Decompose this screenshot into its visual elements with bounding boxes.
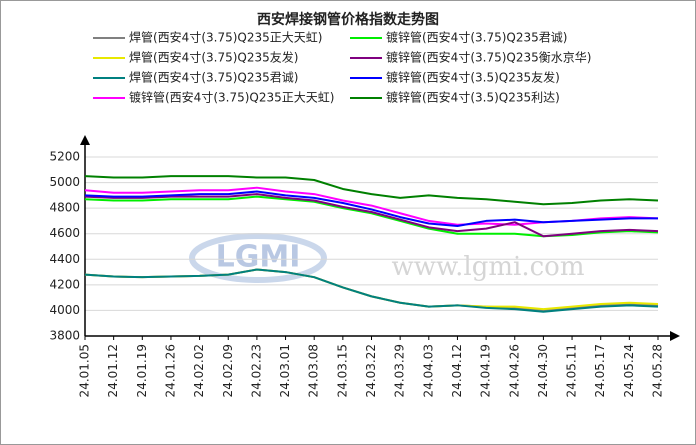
series-line <box>84 268 659 313</box>
x-tick-label: 24.04.26 <box>507 344 521 397</box>
chart-title: 西安焊接钢管价格指数走势图 <box>257 11 439 28</box>
x-tick-label: 24.03.29 <box>393 344 407 397</box>
y-tick-label: 4600 <box>49 226 80 240</box>
y-tick-label: 3800 <box>49 329 80 343</box>
x-tick-label: 24.04.03 <box>421 344 435 397</box>
x-tick-label: 24.05.11 <box>565 344 579 397</box>
x-tick-label: 24.03.15 <box>335 344 349 397</box>
x-tick-label: 24.04.12 <box>450 344 464 397</box>
x-tick-label: 24.01.26 <box>163 344 177 397</box>
series-line <box>84 175 659 206</box>
x-tick-label: 24.02.23 <box>249 344 263 397</box>
x-axis-arrow <box>670 331 680 341</box>
x-tick-label: 24.01.12 <box>106 344 120 397</box>
legend-label: 焊管(西安4寸(3.75)Q235友发) <box>129 50 298 65</box>
series-line <box>84 190 658 228</box>
watermark-group: LGMI www.lgmi.com <box>189 233 585 283</box>
legend-label: 镀锌管(西安4寸(3.5)Q235利达) <box>386 90 560 105</box>
y-tick-label: 4800 <box>49 201 80 215</box>
y-tick-label: 5000 <box>49 175 80 189</box>
legend-label: 焊管(西安4寸(3.75)Q235君诚) <box>129 70 298 85</box>
y-tick-label: 4000 <box>49 303 80 317</box>
x-tick-label: 24.01.05 <box>78 344 92 397</box>
legend-label: 镀锌管(西安4寸(3.75)Q235衡水京华) <box>386 50 591 65</box>
watermark-text: www.lgmi.com <box>391 252 584 282</box>
x-tick-label: 24.03.08 <box>307 344 321 397</box>
x-tick-label: 24.04.30 <box>536 344 550 397</box>
x-tick-label: 24.02.02 <box>192 344 206 397</box>
series-line <box>84 193 659 238</box>
legend-label: 焊管(西安4寸(3.75)Q235正大天虹) <box>129 30 322 45</box>
y-tick-label: 4200 <box>49 277 80 291</box>
logo-ring <box>189 233 327 283</box>
x-tick-label: 24.03.01 <box>278 344 292 397</box>
x-tick-label: 24.01.19 <box>135 344 149 397</box>
x-tick-label: 24.04.19 <box>479 344 493 397</box>
y-tick-label: 4400 <box>49 252 80 266</box>
legend-label: 镀锌管(西安4寸(3.5)Q235友发) <box>386 70 560 85</box>
y-axis-arrow <box>80 135 90 145</box>
x-tick-label: 24.05.17 <box>593 344 607 397</box>
x-tick-label: 24.02.09 <box>221 344 235 397</box>
x-tick-label: 24.03.22 <box>364 344 378 397</box>
x-tick-label: 24.05.28 <box>651 344 665 397</box>
legend-label: 镀锌管(西安4寸(3.75)Q235正大天虹) <box>129 90 334 105</box>
x-tick-label: 24.05.24 <box>622 344 636 397</box>
legend-label: 镀锌管(西安4寸(3.75)Q235君诚) <box>386 30 567 45</box>
y-tick-label: 5200 <box>49 150 80 164</box>
